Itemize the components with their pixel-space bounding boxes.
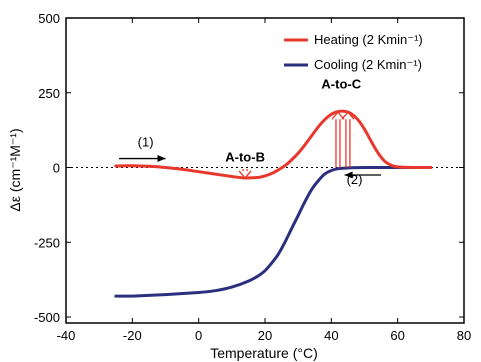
arrow-a-to-c-1 [331,111,345,168]
x-tick-label: -20 [123,328,142,343]
x-tick-label: 60 [390,328,404,343]
legend: Heating (2 Kmin⁻¹) Cooling (2 Kmin⁻¹) [284,32,423,72]
y-tick-label: 250 [38,86,60,101]
arrow-a-to-c-2 [341,111,355,168]
x-tick-label: 0 [195,328,202,343]
heating-curve [114,109,433,180]
legend-label-heating: Heating (2 Kmin⁻¹) [314,32,423,47]
annotation-a-to-b-prefix: A-to- [225,150,255,165]
x-axis-label: Temperature (°C) [210,345,318,361]
plot-area: -40 -20 0 20 40 60 80 -500 -250 0 250 500 [34,11,471,343]
x-tick-label: 80 [457,328,471,343]
legend-label-cooling: Cooling (2 Kmin⁻¹) [314,57,422,72]
arrow-a-to-b [238,169,252,179]
x-tick-label: -40 [57,328,76,343]
annotation-a-to-b: A-to-B [225,150,265,165]
y-tick-label: 0 [53,161,60,176]
annotation-step-2: (2) [347,172,363,187]
y-axis-label: Δε (cm⁻¹M⁻¹) [7,128,23,211]
x-tick-label: 40 [324,328,338,343]
annotation-a-to-b-suffix: B [256,150,265,165]
annotation-a-to-c: A-to-C [321,76,361,91]
x-tick-label: 20 [258,328,272,343]
annotation-a-to-c-prefix: A-to- [321,76,351,91]
annotation-a-to-c-suffix: C [352,76,362,91]
arrow-step-2-head [344,171,353,179]
annotation-step-1: (1) [138,135,154,150]
y-tick-label: -250 [34,235,60,250]
arrow-step-1-head [157,155,166,163]
cooling-curve [114,166,433,298]
y-tick-label: -500 [34,310,60,325]
y-tick-label: 500 [38,11,60,26]
